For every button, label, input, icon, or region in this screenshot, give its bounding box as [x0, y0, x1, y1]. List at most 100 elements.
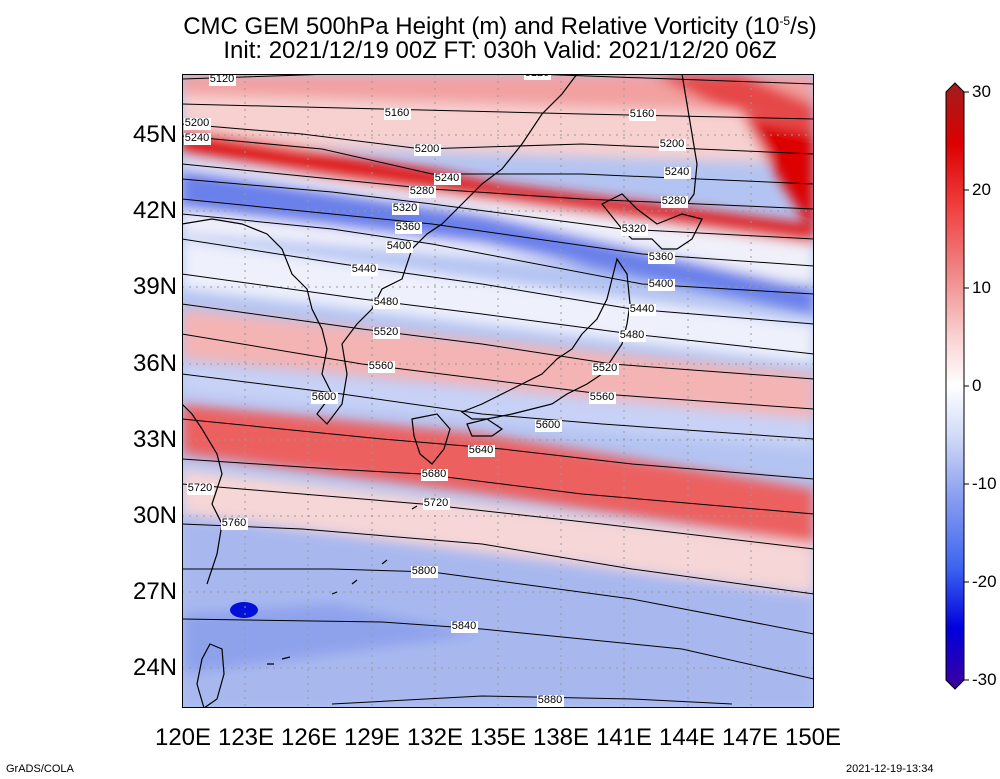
vorticity-band	[182, 514, 814, 708]
contour-label: 5160	[385, 107, 409, 119]
lon-label: 123E	[217, 724, 275, 751]
chart-title-line1: CMC GEM 500hPa Height (m) and Relative V…	[183, 13, 817, 40]
height-contour-5640	[182, 418, 814, 480]
colorbar-label: 10	[972, 278, 991, 297]
coastline-shikoku	[466, 418, 504, 437]
contour-label-box	[351, 264, 378, 276]
contour-label-box	[221, 518, 248, 530]
lon-label: 138E	[532, 724, 590, 751]
contour-label: 5320	[393, 202, 417, 214]
contour-label-box	[619, 330, 646, 342]
contour-label-box	[589, 392, 616, 404]
lon-label: 129E	[343, 724, 401, 751]
contour-label-box	[386, 241, 413, 253]
coastline-china	[182, 403, 223, 585]
height-contour-5560	[182, 333, 814, 410]
contour-label: 5440	[630, 303, 654, 315]
contour-label: 5360	[649, 251, 673, 263]
colorbar-body	[945, 82, 965, 690]
colorbar-label: 0	[972, 376, 982, 395]
contour-label: 5480	[374, 296, 398, 308]
vorticity-band	[742, 114, 814, 234]
contour-label: 5440	[352, 263, 376, 275]
contour-label-box	[373, 297, 400, 309]
contour-label-box	[592, 363, 619, 375]
height-contour-5360	[182, 198, 814, 267]
chart-title-line2: Init: 2021/12/19 00Z FT: 030h Valid: 202…	[223, 37, 777, 64]
contour-label: 5720	[424, 497, 448, 509]
colorbar-label: 20	[972, 180, 991, 199]
contour-label: 5240	[665, 166, 689, 178]
lat-label: 33N	[132, 426, 177, 453]
contour-label-box	[187, 483, 214, 495]
contour-label: 5680	[422, 468, 446, 480]
contour-label-box	[411, 566, 438, 578]
vorticity-band	[182, 74, 814, 114]
coastline-taiwan	[196, 643, 225, 708]
lat-label: 30N	[132, 502, 177, 529]
contour-label: 5480	[620, 329, 644, 341]
contour-label: 5160	[630, 108, 654, 120]
lon-label: 141E	[595, 724, 653, 751]
footer-timestamp: 2021-12-19-13:34	[846, 763, 934, 775]
height-contour-5840	[182, 618, 814, 680]
contour-label: 5200	[185, 117, 209, 129]
contour-label-box	[434, 173, 461, 185]
lon-label: 147E	[721, 724, 779, 751]
contour-label: 5280	[410, 185, 434, 197]
contour-label-box	[414, 144, 441, 156]
contour-label: 5240	[185, 132, 209, 144]
lon-label: 120E	[154, 724, 212, 751]
lon-label: 135E	[469, 724, 527, 751]
contour-label-box	[535, 420, 562, 432]
height-contour-5400	[182, 213, 814, 295]
contour-label: 5360	[396, 221, 420, 233]
coastline-ryukyu	[267, 505, 418, 665]
contour-label-box	[184, 133, 211, 145]
contour-label: 5400	[649, 278, 673, 290]
contour-label-box	[629, 109, 656, 121]
lon-label: 126E	[280, 724, 338, 751]
contour-label-box	[373, 327, 400, 339]
contour-label-box	[661, 196, 688, 208]
vorticity-band	[182, 469, 814, 594]
height-contour-5720	[182, 483, 814, 550]
vorticity-band	[652, 74, 814, 134]
contour-label: 5600	[536, 419, 560, 431]
coastline-asia	[182, 74, 578, 425]
coastline-honshu	[460, 257, 631, 420]
contour-label: 5840	[452, 620, 476, 632]
contour-label-box	[368, 361, 395, 373]
colorbar-label: -30	[972, 670, 997, 689]
footer-credit: GrADS/COLA	[6, 763, 74, 775]
height-contour-5320	[182, 178, 814, 240]
contour-label-box	[409, 186, 436, 198]
contour-label: 5400	[387, 240, 411, 252]
height-contour-5600	[182, 373, 814, 440]
map-border	[182, 74, 814, 708]
lat-label: 27N	[132, 578, 177, 605]
contour-label: 5120	[210, 74, 234, 85]
colorbar-label: -20	[972, 572, 997, 591]
contour-label-box	[468, 445, 495, 457]
vorticity-band	[182, 604, 482, 674]
contour-label-box	[392, 203, 419, 215]
lat-label: 24N	[132, 654, 177, 681]
contour-label-box	[395, 222, 422, 234]
contour-label-box	[524, 74, 551, 80]
height-contour-5480	[182, 273, 814, 355]
contour-label: 5280	[662, 195, 686, 207]
coastline-hokkaido	[601, 193, 703, 250]
lon-label: 150E	[784, 724, 842, 751]
height-contour-5240	[182, 135, 814, 185]
contour-label: 5640	[469, 444, 493, 456]
lat-label: 42N	[132, 197, 177, 224]
contour-label-box	[423, 498, 450, 510]
contour-label: 5200	[660, 138, 684, 150]
contour-label: 5520	[374, 326, 398, 338]
contour-label-box	[451, 621, 478, 633]
height-contour-5120	[182, 74, 814, 85]
contour-label: 5320	[622, 223, 646, 235]
height-contour-5520	[182, 303, 814, 380]
contour-label: 5800	[412, 565, 436, 577]
